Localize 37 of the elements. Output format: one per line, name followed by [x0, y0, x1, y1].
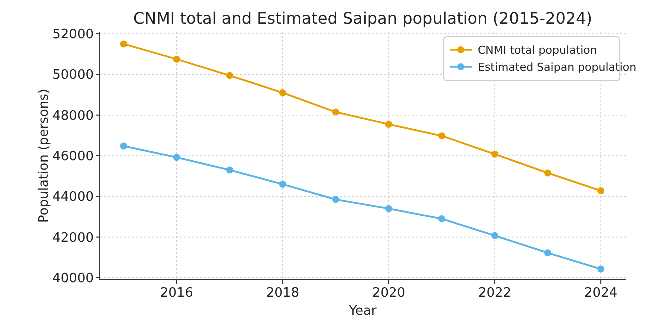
point [598, 266, 605, 273]
y-tick-label: 42000 [52, 230, 94, 246]
point [332, 196, 340, 204]
point [598, 187, 605, 194]
point [544, 250, 552, 257]
y-tick-label: 50000 [52, 68, 94, 84]
point [544, 170, 552, 177]
legend-label: CNMI total population [478, 44, 598, 57]
x-tick-label: 2022 [478, 286, 512, 301]
y-tick-label: 40000 [52, 271, 94, 286]
point [279, 89, 286, 96]
point [438, 216, 446, 223]
point [226, 72, 234, 80]
point [226, 166, 234, 174]
x-axis-title: Year [348, 304, 378, 319]
y-tick-label: 48000 [52, 108, 94, 124]
point [492, 150, 499, 158]
point [279, 180, 286, 188]
x-tick-label: 2018 [266, 286, 300, 301]
point [438, 132, 446, 140]
point [332, 108, 340, 116]
point [492, 232, 499, 240]
point [173, 154, 180, 162]
point [173, 56, 180, 63]
y-tick-label: 52000 [52, 28, 94, 43]
y-tick-label: 44000 [52, 190, 94, 206]
x-tick-label: 2020 [372, 286, 406, 301]
point [385, 205, 392, 212]
point [385, 120, 392, 128]
x-tick-label: 2016 [160, 286, 194, 301]
point [120, 142, 128, 150]
point [120, 40, 128, 48]
chart-title: CNMI total and Estimated Saipan population (2015-2024) [133, 9, 593, 28]
y-axis-title: Population (persons) [37, 89, 52, 223]
y-tick-label: 46000 [52, 150, 94, 164]
x-tick-label: 2024 [584, 286, 618, 301]
legend-label: Estimated Saipan population [478, 61, 637, 74]
